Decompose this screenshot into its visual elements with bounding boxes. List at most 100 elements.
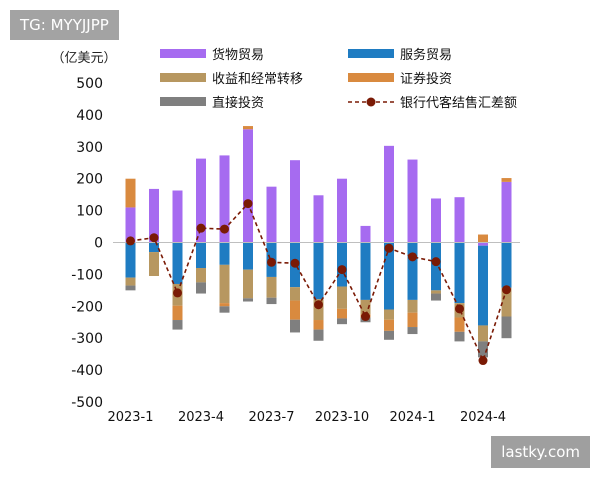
bar-segment — [337, 242, 347, 287]
bar-segment — [360, 225, 371, 243]
legend-label: 直接投资 — [212, 95, 264, 111]
line-point — [149, 233, 159, 243]
bar-segment — [219, 306, 230, 313]
bar-segment — [219, 264, 230, 304]
y-axis: 500 400 300 200 100 0 -100 -200 -300 -400 -500 — [71, 76, 103, 411]
line-point — [290, 258, 300, 268]
legend-label: 收益和经常转移 — [212, 72, 303, 87]
bar-segment — [407, 242, 418, 300]
bar-segment — [290, 300, 300, 320]
line-point — [126, 236, 135, 246]
line-point — [196, 223, 206, 233]
bars — [113, 126, 520, 358]
bar-segment — [313, 242, 324, 300]
header-tag: TG: MYYJJPP — [10, 10, 119, 40]
legend-swatch — [160, 97, 206, 106]
bar-segment — [266, 276, 277, 298]
bar-segment — [478, 245, 488, 326]
y-tick-label: 400 — [76, 108, 103, 124]
bar-segment — [290, 287, 300, 301]
bar-segment — [384, 330, 394, 340]
line-point — [314, 300, 323, 310]
bar-segment — [149, 188, 159, 243]
bar-segment — [454, 317, 465, 332]
line-point — [220, 224, 229, 234]
bar-segment — [219, 303, 230, 307]
y-tick-label: -300 — [71, 331, 103, 347]
y-unit-label: （亿美元） — [51, 51, 116, 66]
bar-segment — [243, 269, 253, 299]
bar-segment — [125, 207, 136, 243]
bar-segment — [384, 242, 394, 310]
bar-segment — [313, 299, 324, 321]
bar-segment — [407, 312, 418, 328]
watermark: lastky.com — [491, 436, 590, 468]
bar-segment — [478, 325, 488, 342]
bar-segment — [219, 242, 230, 265]
line-point — [243, 199, 253, 209]
bar-segment — [478, 234, 488, 243]
bar-segment — [384, 145, 394, 243]
legend-label: 银行代客结售汇差额 — [400, 95, 517, 111]
line-point — [361, 312, 370, 322]
bar-segment — [313, 320, 324, 330]
bar-segment — [501, 178, 512, 182]
bar-segment — [431, 242, 441, 291]
bar-segment — [290, 319, 300, 333]
legend-swatch — [348, 49, 394, 58]
bar-segment — [337, 318, 347, 325]
legend-swatch — [348, 73, 394, 82]
y-tick-label: 500 — [76, 76, 103, 92]
line-point — [455, 304, 464, 314]
line-series — [126, 199, 511, 366]
line-point — [337, 265, 347, 275]
bar-segment — [337, 178, 347, 243]
bar-segment — [384, 309, 394, 320]
line-point — [408, 252, 417, 262]
x-tick-label: 2023-4 — [178, 410, 224, 425]
y-tick-label: -100 — [71, 267, 103, 283]
y-tick-label: -500 — [71, 395, 103, 411]
bar-segment — [149, 252, 159, 276]
legend-swatch — [160, 49, 206, 58]
bar-segment — [243, 298, 253, 302]
bar-segment — [478, 242, 488, 246]
bar-segment — [243, 242, 253, 270]
bar-segment — [125, 285, 136, 291]
bar-segment — [266, 186, 277, 243]
legend-swatch — [160, 73, 206, 82]
bar-segment — [172, 190, 183, 243]
bar-segment — [313, 329, 324, 341]
legend-label: 证券投资 — [400, 71, 452, 87]
bar-segment — [266, 297, 277, 305]
bar-segment — [431, 290, 441, 294]
legend-label: 服务贸易 — [400, 47, 452, 63]
bar-segment — [196, 282, 206, 294]
bar-segment — [501, 242, 512, 288]
bar-segment — [149, 242, 159, 253]
y-tick-label: 100 — [76, 204, 103, 220]
bar-segment — [360, 242, 371, 300]
line-point — [384, 243, 394, 253]
bar-segment — [243, 126, 253, 130]
y-tick-label: 300 — [76, 140, 103, 156]
x-tick-label: 2023-7 — [248, 410, 294, 425]
bar-segment — [313, 195, 324, 243]
line-point — [173, 288, 182, 298]
bar-segment — [172, 242, 183, 284]
bar-segment — [196, 158, 206, 243]
bar-segment — [219, 155, 230, 243]
bar-segment — [384, 319, 394, 331]
line-point — [431, 257, 441, 267]
bar-segment — [337, 286, 347, 309]
bar-segment — [407, 299, 418, 313]
bar-segment — [125, 277, 136, 286]
bar-segment — [454, 331, 465, 342]
y-tick-label: -200 — [71, 299, 103, 315]
y-tick-label: 0 — [94, 236, 103, 252]
bar-segment — [431, 293, 441, 301]
legend-marker — [366, 97, 376, 107]
y-tick-label: 200 — [76, 172, 103, 188]
